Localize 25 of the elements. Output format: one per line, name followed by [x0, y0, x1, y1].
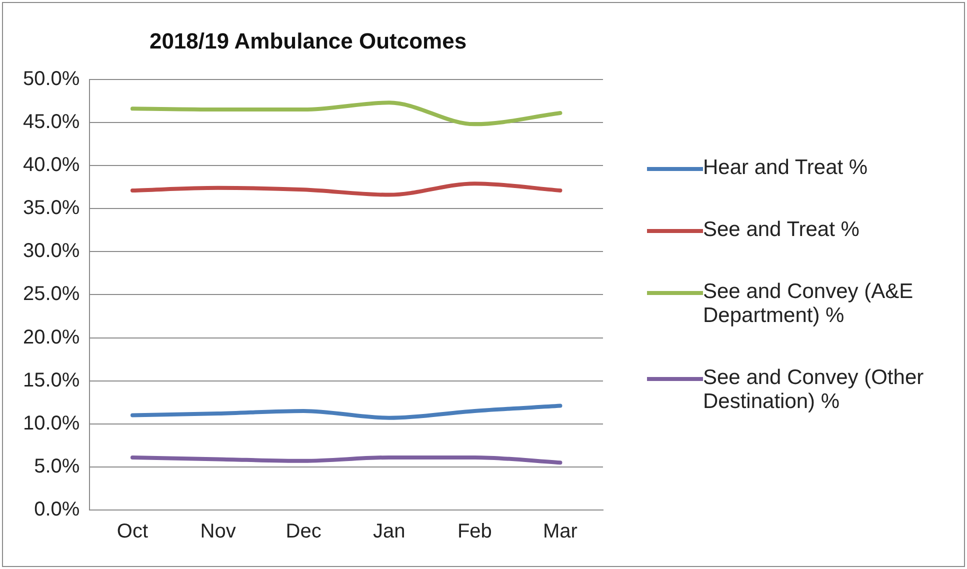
y-tick-label: 20.0%	[22, 326, 80, 348]
legend-label: See and Convey (A&E Department) %	[703, 280, 914, 328]
x-tick-label: Jan	[373, 520, 406, 543]
x-tick-label: Oct	[116, 520, 148, 543]
legend-label: Hear and Treat %	[703, 156, 868, 180]
y-tick-label: 25.0%	[22, 283, 80, 306]
chart-title: 2018/19 Ambulance Outcomes	[149, 28, 467, 54]
x-tick-label: Nov	[200, 520, 236, 543]
legend-label: See and Treat %	[703, 218, 860, 242]
y-tick-label: 15.0%	[22, 369, 80, 392]
x-tick-label: Feb	[457, 520, 492, 543]
y-tick-label: 35.0%	[22, 197, 80, 220]
legend-label: See and Convey (Other Destination) %	[703, 366, 925, 414]
line-series	[130, 100, 562, 126]
line-series	[130, 182, 562, 197]
y-tick-label: 30.0%	[22, 240, 80, 262]
y-tick-label: 40.0%	[22, 154, 80, 176]
x-tick-label: Mar	[543, 520, 578, 543]
y-tick-label: 10.0%	[22, 412, 80, 434]
y-tick-label: 45.0%	[22, 110, 80, 133]
y-tick-label: 0.0%	[34, 498, 80, 521]
y-tick-label: 5.0%	[34, 455, 80, 478]
x-tick-label: Dec	[286, 520, 322, 543]
line-series	[130, 404, 562, 420]
y-tick-label: 50.0%	[22, 68, 80, 90]
